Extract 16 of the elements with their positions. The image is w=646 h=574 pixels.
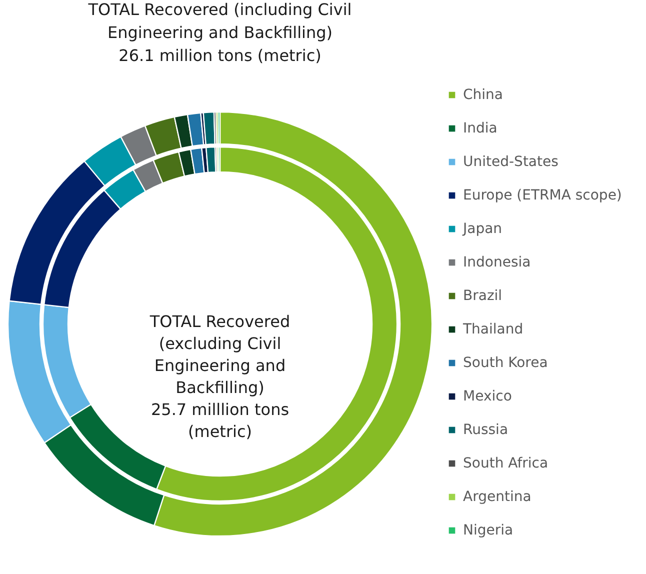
- legend-label: Japan: [462, 221, 502, 237]
- legend-label: Thailand: [462, 322, 524, 338]
- chart-title: TOTAL Recovered (including Civil Engineering and Backfilling) 26.1 million tons (metric): [87, 0, 352, 65]
- legend-label: Europe (ETRMA scope): [463, 188, 622, 204]
- legend-label: India: [463, 120, 498, 136]
- legend-label: Indonesia: [463, 254, 531, 270]
- legend-label: South Africa: [463, 456, 548, 472]
- legend-label: Russia: [463, 422, 508, 438]
- legend-label: China: [463, 87, 503, 103]
- legend-label: South Korea: [463, 355, 548, 371]
- legend-label: Nigeria: [463, 522, 514, 538]
- legend-label: Brazil: [463, 288, 502, 304]
- legend-label: Mexico: [463, 388, 512, 404]
- text: TOTAL Recovered (excluding Civil Engineering and Backfilling) 25.7 milllion tons (metric): [148, 312, 290, 441]
- legend-label: United-States: [463, 154, 558, 170]
- legend-label: Argentina: [463, 489, 532, 505]
